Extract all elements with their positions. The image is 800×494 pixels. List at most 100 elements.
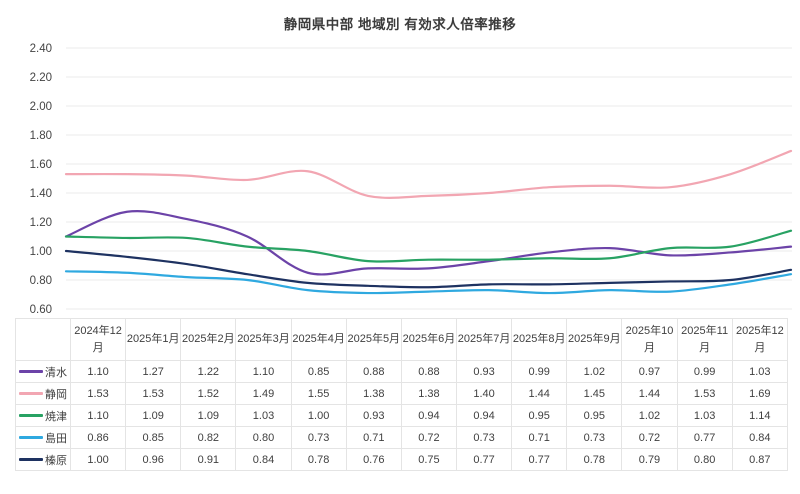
series-legend: 島田	[15, 426, 71, 449]
value-cell: 0.73	[566, 426, 623, 449]
column-header: 2025年3月	[235, 318, 292, 361]
value-cell: 0.85	[125, 426, 182, 449]
value-cell: 1.38	[345, 382, 402, 405]
chart-title: 静岡県中部 地域別 有効求人倍率推移	[283, 17, 517, 32]
column-header: 2025年6月	[400, 318, 457, 361]
y-axis-tick-label: 1.80	[30, 130, 52, 142]
value-cell: 1.03	[731, 360, 789, 383]
y-axis-tick-label: 1.00	[30, 246, 52, 258]
legend-label: 焼津	[45, 410, 67, 423]
y-axis-tick-label: 1.20	[30, 217, 52, 229]
table-corner-cell	[15, 318, 71, 361]
column-header: 2024年12 月	[69, 318, 127, 361]
column-header: 2025年8月	[511, 318, 568, 361]
value-cell: 0.71	[345, 426, 402, 449]
y-axis-tick-label: 0.80	[30, 275, 52, 287]
value-cell: 1.10	[69, 404, 127, 427]
value-cell: 0.77	[511, 448, 568, 471]
value-cell: 1.53	[676, 382, 733, 405]
value-cell: 1.44	[621, 382, 678, 405]
value-cell: 1.02	[566, 360, 623, 383]
value-cell: 0.75	[400, 448, 457, 471]
table-row: 清水 1.10 1.27 1.22 1.10 0.85 0.88 0.88 0.93 0.99 1.…	[15, 360, 789, 383]
value-cell: 1.10	[69, 360, 127, 383]
column-header: 2025年11 月	[676, 318, 733, 361]
series-legend: 静岡	[15, 382, 71, 405]
value-cell: 1.22	[180, 360, 237, 383]
line-chart: 2.40 2.20 2.00 1.80 1.60 1.40 1.20 1.00 0.80 0.60	[30, 43, 793, 315]
value-cell: 1.38	[400, 382, 457, 405]
legend-line-swatch	[19, 392, 43, 395]
column-header: 2025年4月	[290, 318, 347, 361]
value-cell: 1.55	[290, 382, 347, 405]
value-cell: 1.03	[676, 404, 733, 427]
value-cell: 0.94	[455, 404, 513, 427]
value-cell: 0.73	[290, 426, 347, 449]
value-cell: 0.73	[455, 426, 513, 449]
value-cell: 0.88	[345, 360, 402, 383]
value-cell: 0.99	[511, 360, 568, 383]
y-axis-tick-label: 2.20	[30, 72, 52, 84]
value-cell: 0.97	[621, 360, 678, 383]
table-header-row: 2024年12 月 2025年1月 2025年2月 2025年3月 2025年4月 2025…	[15, 318, 789, 361]
column-header: 2025年9月	[566, 318, 623, 361]
series-legend: 榛原	[15, 448, 71, 471]
value-cell: 1.00	[290, 404, 347, 427]
column-header: 2025年1月	[125, 318, 182, 361]
column-header: 2025年7月	[455, 318, 513, 361]
value-cell: 0.93	[455, 360, 513, 383]
table-row: 島田 0.86 0.85 0.82 0.80 0.73 0.71 0.72 0.73 0.71 0.…	[15, 426, 789, 449]
series-line-静岡	[64, 149, 793, 199]
series-line-島田	[64, 270, 793, 295]
value-cell: 0.80	[235, 426, 292, 449]
value-cell: 0.82	[180, 426, 237, 449]
y-axis-tick-label: 2.40	[30, 43, 52, 55]
value-cell: 0.87	[731, 448, 789, 471]
value-cell: 0.76	[345, 448, 402, 471]
column-header: 2025年10 月	[621, 318, 678, 361]
value-cell: 0.78	[290, 448, 347, 471]
y-axis-tick-label: 0.60	[30, 304, 52, 315]
value-cell: 1.02	[621, 404, 678, 427]
y-axis-tick-label: 2.00	[30, 101, 52, 113]
value-cell: 0.77	[455, 448, 513, 471]
value-cell: 1.03	[235, 404, 292, 427]
legend-label: 静岡	[45, 388, 67, 401]
value-cell: 0.79	[621, 448, 678, 471]
table-row: 静岡 1.53 1.53 1.52 1.49 1.55 1.38 1.38 1.40 1.44 1.…	[15, 382, 789, 405]
value-cell: 1.69	[731, 382, 789, 405]
value-cell: 1.10	[235, 360, 292, 383]
legend-label: 島田	[45, 432, 67, 445]
value-cell: 0.72	[400, 426, 457, 449]
column-header: 2025年5月	[345, 318, 402, 361]
value-cell: 0.84	[731, 426, 789, 449]
value-cell: 1.09	[180, 404, 237, 427]
legend-label: 榛原	[45, 454, 67, 467]
value-cell: 0.95	[511, 404, 568, 427]
value-cell: 1.40	[455, 382, 513, 405]
value-cell: 0.84	[235, 448, 292, 471]
series-line-榛原	[64, 249, 793, 289]
value-cell: 0.95	[566, 404, 623, 427]
value-cell: 0.71	[511, 426, 568, 449]
legend-line-swatch	[19, 458, 43, 461]
value-cell: 0.88	[400, 360, 457, 383]
value-cell: 0.78	[566, 448, 623, 471]
table-row: 榛原 1.00 0.96 0.91 0.84 0.78 0.76 0.75 0.77 0.77 0.…	[15, 448, 789, 471]
value-cell: 1.53	[69, 382, 127, 405]
value-cell: 1.49	[235, 382, 292, 405]
y-axis-tick-label: 1.60	[30, 159, 52, 171]
value-cell: 1.52	[180, 382, 237, 405]
value-cell: 0.99	[676, 360, 733, 383]
value-cell: 0.96	[125, 448, 182, 471]
legend-line-swatch	[19, 370, 43, 373]
value-cell: 1.14	[731, 404, 789, 427]
series-legend: 焼津	[15, 404, 71, 427]
value-cell: 0.86	[69, 426, 127, 449]
column-header: 2025年2月	[180, 318, 237, 361]
series-legend: 清水	[15, 360, 71, 383]
value-cell: 1.53	[125, 382, 182, 405]
table-row: 焼津 1.10 1.09 1.09 1.03 1.00 0.93 0.94 0.94 0.95 0.…	[15, 404, 789, 427]
series-line-焼津	[64, 229, 793, 263]
